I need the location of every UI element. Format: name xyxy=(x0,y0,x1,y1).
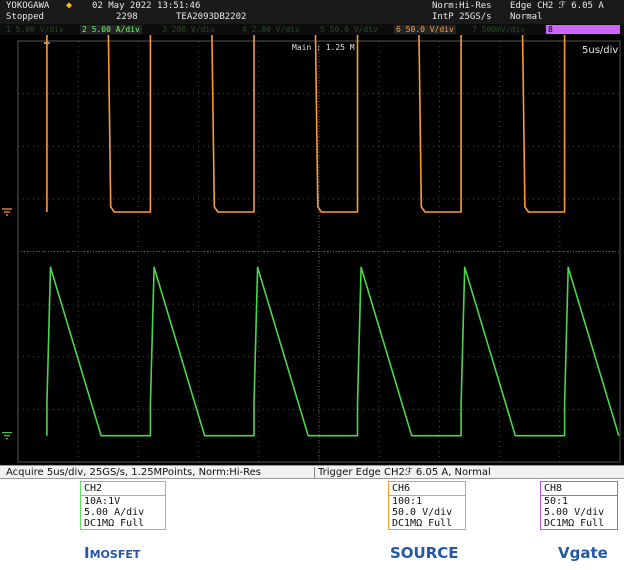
channel-tab-2[interactable]: 2 5.00 A/div xyxy=(80,25,142,34)
channel-id: CH2 xyxy=(81,482,165,496)
acquisition-state: Stopped xyxy=(6,12,44,22)
acquisition-mode: Norm:Hi-Res xyxy=(432,1,492,11)
waveform-plot xyxy=(0,35,624,465)
file-name: TEA2093DB2202 xyxy=(176,12,247,22)
waveform-svg xyxy=(2,35,621,463)
label-imosfet-main: I xyxy=(84,544,90,562)
vertical-scale: 5.00 A/div xyxy=(84,507,145,518)
channel-tab-8[interactable]: 8 xyxy=(546,25,620,34)
acquire-status-bar: Acquire 5us/div, 25GS/s, 1.25MPoints, No… xyxy=(0,465,624,479)
input-coupling: DC1MΩ Full xyxy=(392,518,453,529)
trigger-summary: Edge CH2 ℱ 6.05 A xyxy=(510,1,604,11)
channel-id: CH6 xyxy=(389,482,465,496)
status-header: YOKOGAWA ◆ Stopped 02 May 2022 13:51:46 … xyxy=(0,0,624,24)
trigger-settings: Trigger Edge CH2ℱ 6.05 A, Normal xyxy=(314,467,491,478)
channel-strip: 1 5.00 V/div 2 5.00 A/div 3 200 V/div 4 … xyxy=(0,24,624,35)
channel-tab-6[interactable]: 6 50.0 V/div xyxy=(394,25,456,34)
trigger-mode: Normal xyxy=(510,12,543,22)
channel-tab-7[interactable]: 7 500mV/div xyxy=(472,25,525,34)
label-imosfet: IMOSFET xyxy=(84,544,140,562)
ground-marker-ch6 xyxy=(2,208,12,216)
label-imosfet-sub: MOSFET xyxy=(89,548,141,561)
diamond-icon: ◆ xyxy=(66,0,73,11)
ground-marker-ch2 xyxy=(2,432,12,440)
vertical-scale: 50.0 V/div xyxy=(392,507,453,518)
channel-id: CH8 xyxy=(541,482,617,496)
channel-tab-1[interactable]: 1 5.00 V/div xyxy=(6,25,64,34)
time-per-div-label: 5us/div xyxy=(582,45,619,56)
label-vgate: Vgate xyxy=(558,544,608,562)
date-time: 02 May 2022 13:51:46 xyxy=(92,1,201,11)
record-number: 2298 xyxy=(116,12,138,22)
plot-grid xyxy=(17,40,621,463)
probe-ratio: 50:1 xyxy=(544,496,569,507)
channel-info-ch6: CH6 100:1 50.0 V/div DC1MΩ Full xyxy=(388,481,466,530)
label-source: SOURCE xyxy=(390,544,459,562)
sample-rate: IntP 25GS/s xyxy=(432,12,492,22)
channel-info-ch2: CH2 10A:1V 5.00 A/div DC1MΩ Full xyxy=(80,481,166,530)
brand-logo: YOKOGAWA xyxy=(6,1,50,11)
ground-markers xyxy=(2,42,50,440)
input-coupling: DC1MΩ Full xyxy=(84,518,145,529)
main-record-label: Main : 1.25 M xyxy=(292,43,355,52)
channel-tab-4[interactable]: 4 2.00 V/div xyxy=(242,25,300,34)
probe-ratio: 100:1 xyxy=(392,496,423,507)
channel-tab-3[interactable]: 3 200 V/div xyxy=(162,25,215,34)
traces xyxy=(46,35,620,437)
trace-ch2 xyxy=(46,266,620,437)
input-coupling: DC1MΩ Full xyxy=(544,518,605,529)
channel-tab-5[interactable]: 5 50.0 V/div xyxy=(320,25,378,34)
vertical-scale: 5.00 V/div xyxy=(544,507,605,518)
trace-ch6 xyxy=(46,35,566,213)
acquire-settings: Acquire 5us/div, 25GS/s, 1.25MPoints, No… xyxy=(6,467,261,478)
probe-ratio: 10A:1V xyxy=(84,496,121,507)
channel-info-ch8: CH8 50:1 5.00 V/div DC1MΩ Full xyxy=(540,481,618,530)
